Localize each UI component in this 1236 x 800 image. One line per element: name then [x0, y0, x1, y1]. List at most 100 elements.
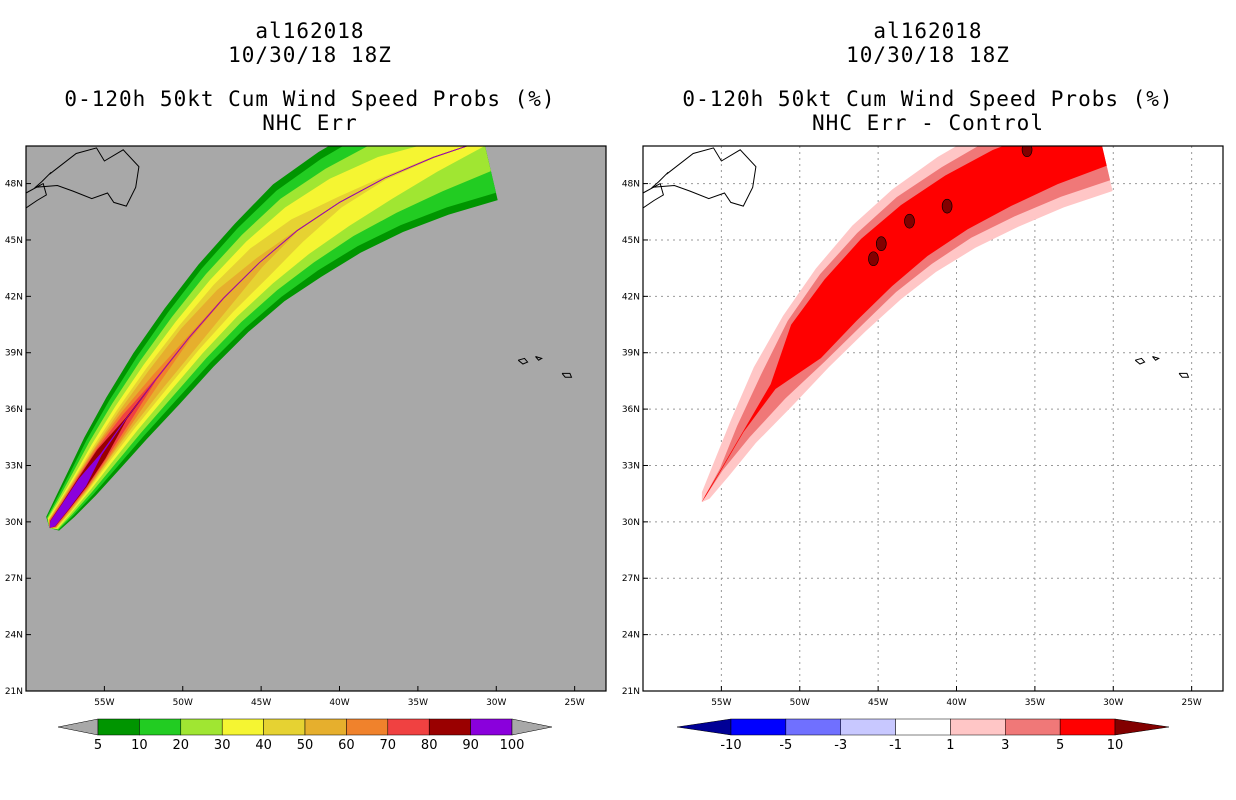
x-tick-label: 35W: [408, 698, 428, 708]
right-colorbar-label: -10: [720, 738, 741, 753]
right-colorbar-swatch: [1059, 718, 1116, 736]
y-tick-label: 42N: [622, 292, 640, 302]
y-tick-label: 39N: [622, 349, 640, 359]
x-tick-label: 55W: [711, 698, 731, 708]
y-tick-label: 21N: [622, 687, 640, 697]
diff-over-10-spot: [941, 198, 953, 214]
x-tick-label: 35W: [1025, 698, 1045, 708]
y-tick-label: 33N: [622, 461, 640, 471]
right-chart-subtitle: NHC Err - Control: [812, 111, 1044, 135]
left-storm-id: al162018: [255, 19, 365, 43]
right-colorbar-label: -1: [889, 738, 902, 753]
coastline-nova-scotia: [643, 182, 664, 209]
x-tick-label: 30W: [486, 698, 506, 708]
left-colorbar-swatch: [387, 718, 430, 736]
coastline-azores-1: [1134, 357, 1146, 365]
coastline-newfoundland: [33, 147, 140, 207]
right-colorbar-label: 10: [1107, 738, 1124, 753]
right-colorbar-swatch: [895, 718, 951, 736]
x-tick-label: 55W: [94, 698, 114, 708]
x-tick-label: 40W: [946, 698, 966, 708]
left-colorbar-swatch: [346, 718, 389, 736]
y-tick-label: 48N: [5, 180, 23, 190]
left-colorbar-swatch: [139, 718, 182, 736]
x-tick-label: 25W: [564, 698, 584, 708]
left-colorbar-label: 10: [131, 738, 148, 753]
y-tick-label: 33N: [5, 461, 23, 471]
y-tick-label: 36N: [622, 405, 640, 415]
right-colorbar-label: -5: [779, 738, 792, 753]
left-colorbar-swatch: [180, 718, 223, 736]
diff-over-10-spot: [868, 251, 879, 267]
left-colorbar-label: 20: [173, 738, 190, 753]
left-title-block: al162018 10/30/18 18Z 0-120h 50kt Cum Wi…: [0, 19, 620, 135]
y-tick-label: 42N: [5, 292, 23, 302]
right-colorbar-label: -3: [834, 738, 847, 753]
y-tick-label: 27N: [5, 574, 23, 584]
left-colorbar-swatch: [428, 718, 471, 736]
x-tick-label: 30W: [1103, 698, 1123, 708]
left-colorbar-label: 90: [462, 738, 479, 753]
y-tick-label: 27N: [622, 574, 640, 584]
x-tick-label: 40W: [329, 698, 349, 708]
right-colorbar-swatch: [1005, 718, 1061, 736]
y-tick-label: 30N: [5, 518, 23, 528]
right-colorbar-under-arrow: [676, 718, 732, 736]
y-tick-label: 24N: [622, 631, 640, 641]
diff-over-10-spot: [904, 213, 915, 229]
y-tick-label: 24N: [5, 631, 23, 641]
y-tick-label: 21N: [5, 687, 23, 697]
coastline-azores-3: [1178, 372, 1190, 378]
left-colorbar-label: 40: [255, 738, 272, 753]
left-colorbar-label: 60: [338, 738, 355, 753]
left-colorbar-swatch: [304, 718, 347, 736]
x-tick-label: 25W: [1181, 698, 1201, 708]
right-colorbar-label: 1: [946, 738, 954, 753]
coastline-azores-1: [517, 357, 529, 365]
coastline-newfoundland: [650, 147, 757, 207]
left-colorbar-label: 30: [214, 738, 231, 753]
left-colorbar-label: 5: [94, 738, 102, 753]
coastline-azores-2: [1152, 356, 1160, 361]
left-colorbar-label: 80: [421, 738, 438, 753]
y-tick-label: 48N: [622, 180, 640, 190]
right-colorbar-swatch: [730, 718, 787, 736]
left-colorbar-over-arrow: [511, 718, 553, 736]
left-colorbar-swatch: [263, 718, 306, 736]
right-title-block: al162018 10/30/18 18Z 0-120h 50kt Cum Wi…: [618, 19, 1236, 135]
coastline-azores-3: [561, 372, 573, 378]
left-colorbar-swatch: [97, 718, 140, 736]
left-chart-subtitle: NHC Err: [262, 111, 358, 135]
coastline-nova-scotia: [26, 182, 47, 209]
right-colorbar-swatch: [950, 718, 1006, 736]
left-chart-title: 0-120h 50kt Cum Wind Speed Probs (%): [64, 87, 556, 111]
left-colorbar-swatch: [470, 718, 513, 736]
left-colorbar-label: 100: [500, 738, 525, 753]
x-tick-label: 50W: [790, 698, 810, 708]
right-colorbar-label: 5: [1056, 738, 1064, 753]
left-plot-area: [26, 146, 573, 531]
left-plot-frame: [25, 145, 607, 692]
left-colorbar-label: 50: [297, 738, 314, 753]
left-colorbar-under-arrow: [57, 718, 99, 736]
right-plot-frame: [642, 145, 1224, 692]
y-tick-label: 45N: [5, 236, 23, 246]
left-colorbar-swatch: [221, 718, 264, 736]
diff-band-5: [701, 146, 1107, 503]
diff-over-10-spot: [1021, 146, 1033, 158]
y-tick-label: 30N: [622, 518, 640, 528]
right-datetime: 10/30/18 18Z: [846, 43, 1010, 67]
y-tick-label: 39N: [5, 349, 23, 359]
right-colorbar-swatch: [840, 718, 896, 736]
right-colorbar-swatch: [785, 718, 841, 736]
x-tick-label: 45W: [251, 698, 271, 708]
right-colorbar-label: 3: [1001, 738, 1009, 753]
diff-over-10-spot: [875, 236, 887, 252]
left-datetime: 10/30/18 18Z: [228, 43, 392, 67]
left-colorbar-label: 70: [380, 738, 397, 753]
coastline-azores-2: [535, 356, 543, 361]
y-tick-label: 45N: [622, 236, 640, 246]
right-colorbar-over-arrow: [1114, 718, 1170, 736]
right-storm-id: al162018: [873, 19, 983, 43]
